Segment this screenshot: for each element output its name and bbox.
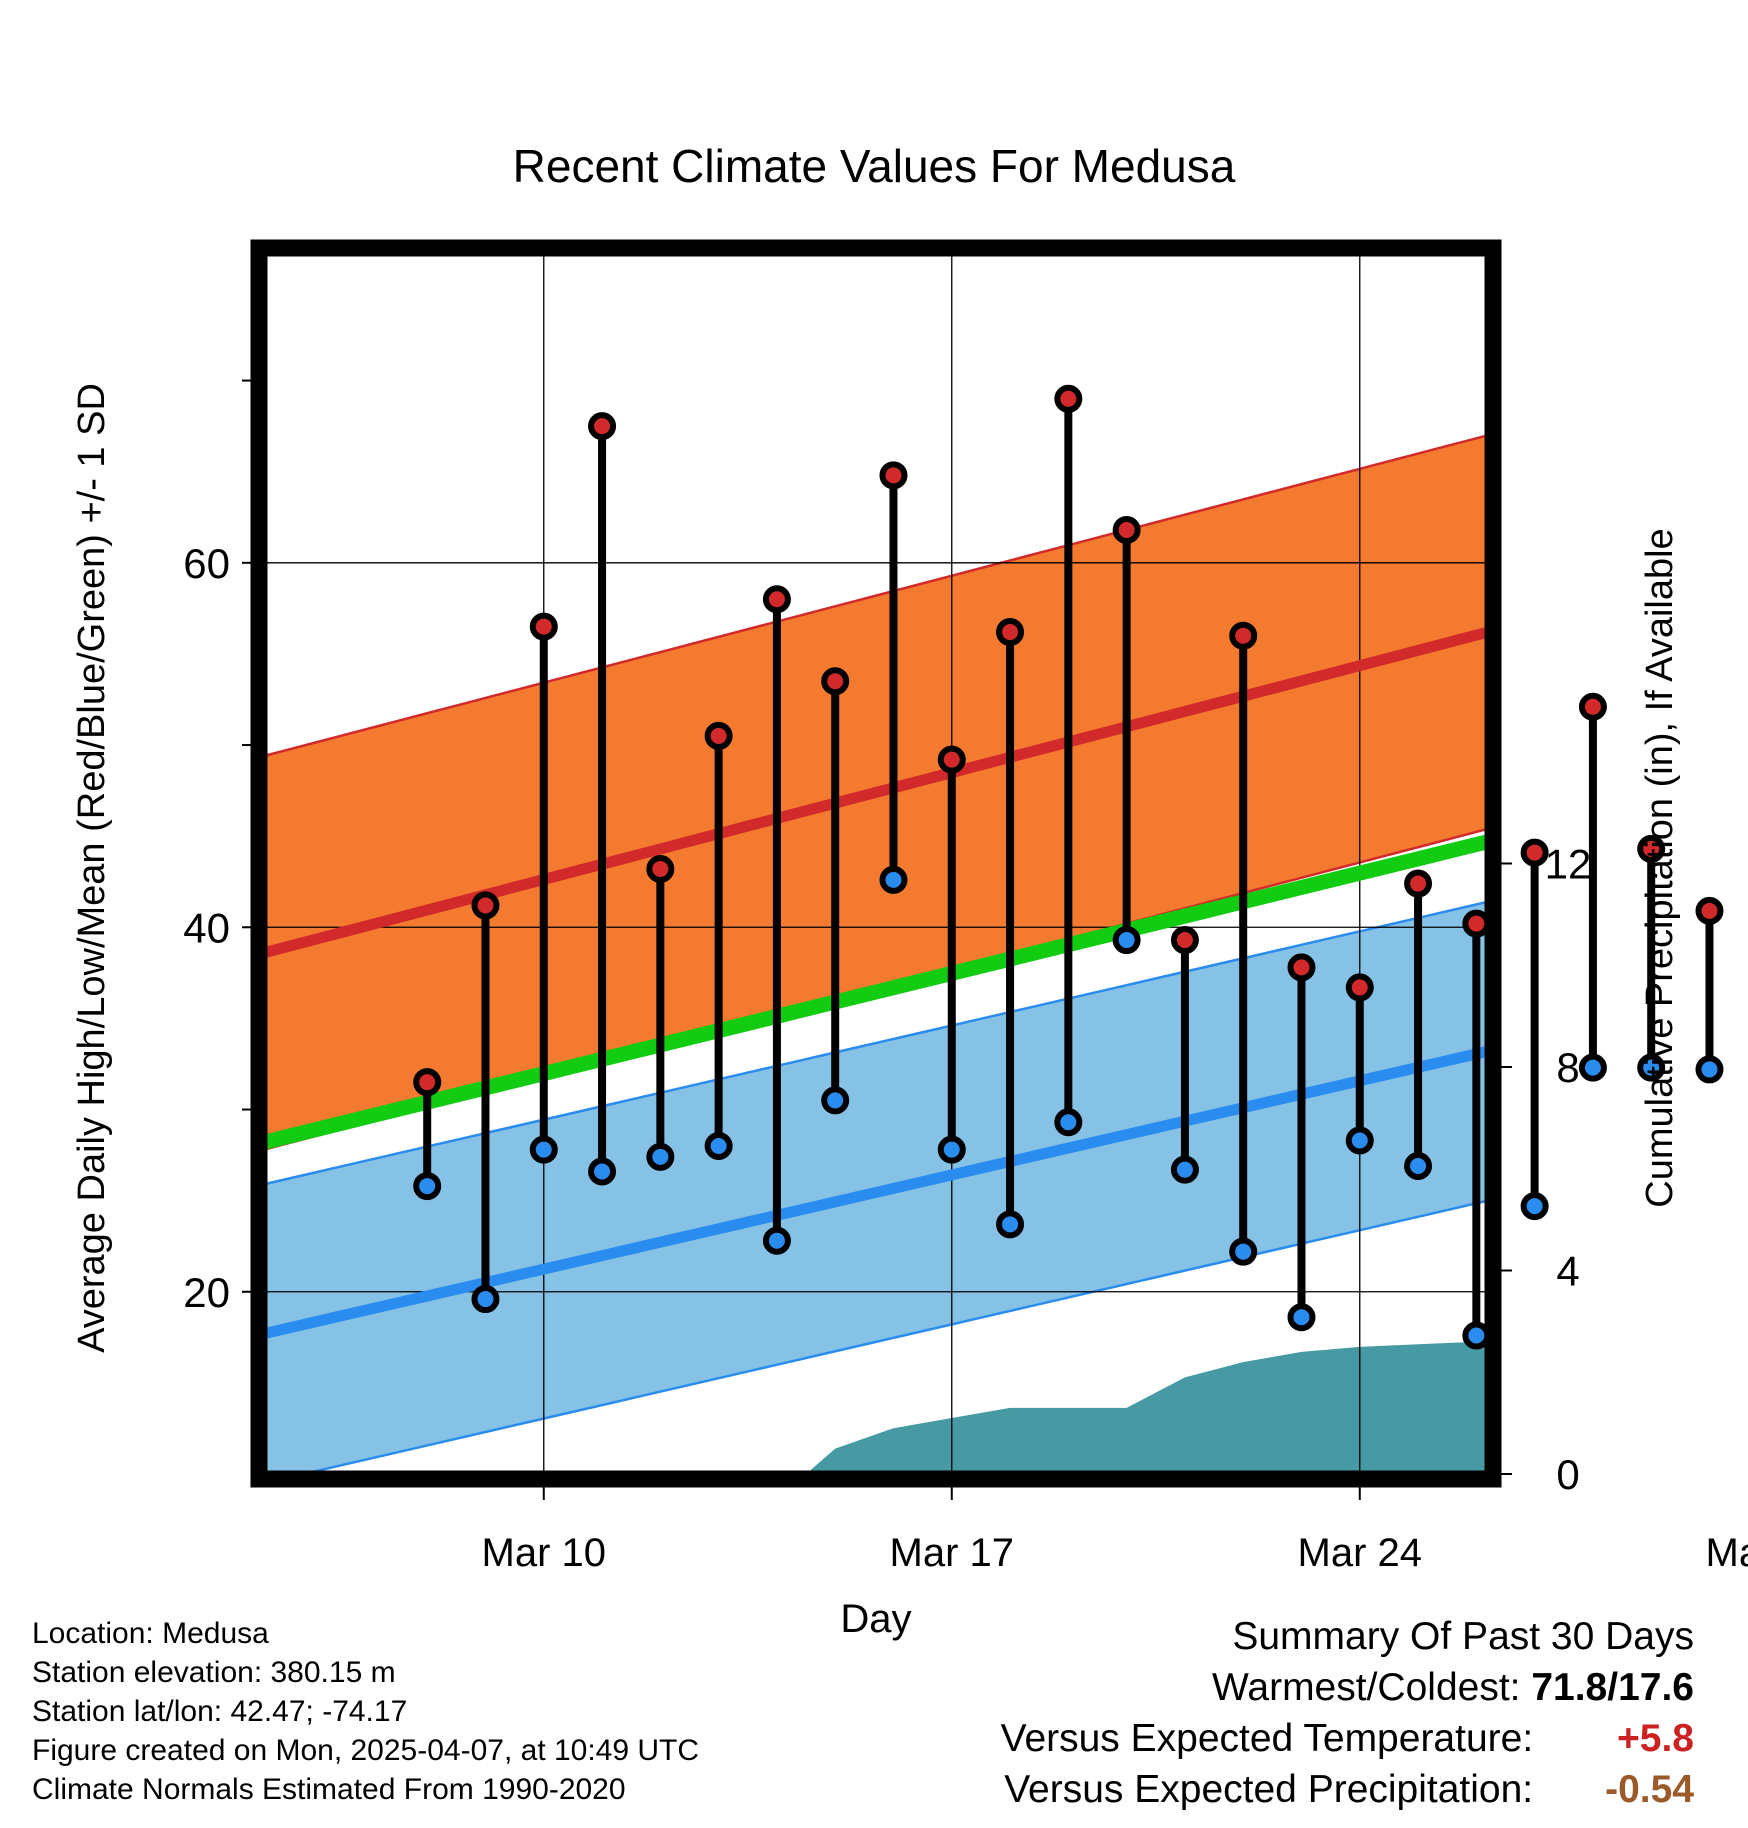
warmest-value: 71.8/17.6 xyxy=(1531,1666,1694,1709)
normals-text: Climate Normals Estimated From 1990-2020 xyxy=(32,1773,626,1806)
daily-low-point xyxy=(704,1131,733,1160)
daily-high-point xyxy=(1462,909,1491,938)
daily-high-point xyxy=(1345,973,1374,1002)
daily-low-point xyxy=(879,865,908,894)
daily-high-point xyxy=(821,667,850,696)
daily-low-point xyxy=(1578,1053,1607,1082)
location-text: Location: Medusa xyxy=(32,1617,269,1650)
daily-high-point xyxy=(1404,869,1433,898)
daily-low-point xyxy=(1112,926,1141,955)
x-tick-label: Mar 31 xyxy=(1706,1531,1748,1575)
daily-low-point xyxy=(588,1157,617,1186)
y2-tick-label: 12 xyxy=(1545,841,1592,888)
daily-low-point xyxy=(1462,1321,1491,1350)
temp-label: Versus Expected Temperature: xyxy=(1000,1717,1534,1760)
daily-high-point xyxy=(1695,896,1724,925)
daily-high-point xyxy=(471,891,500,920)
summary-warmest-row: Warmest/Coldest: 71.8/17.6 xyxy=(1001,1662,1694,1713)
daily-low-point xyxy=(1637,1053,1666,1082)
x-tick-label: Mar 24 xyxy=(1298,1531,1423,1575)
y2-axis-label: Cumulative Precipitation (in), If Availa… xyxy=(1639,528,1681,1207)
daily-high-point xyxy=(646,854,675,883)
daily-high-point xyxy=(879,461,908,490)
daily-low-point xyxy=(996,1210,1025,1239)
cumulative-precip-area xyxy=(806,1341,1488,1474)
daily-low-point xyxy=(1695,1055,1724,1084)
daily-low-point xyxy=(937,1135,966,1164)
daily-high-point xyxy=(762,585,791,614)
normal-low-line xyxy=(264,1045,1488,1340)
summary-panel: Summary Of Past 30 Days Warmest/Coldest:… xyxy=(1001,1611,1694,1815)
daily-high-point xyxy=(588,412,617,441)
daily-low-point xyxy=(529,1135,558,1164)
normal-mean-line xyxy=(264,834,1488,1150)
daily-high-point xyxy=(1287,953,1316,982)
daily-high-point xyxy=(1170,926,1199,955)
daily-high-point xyxy=(413,1068,442,1097)
daily-low-point xyxy=(762,1226,791,1255)
y-tick-label: 60 xyxy=(183,540,230,587)
temp-value: +5.8 xyxy=(1617,1717,1694,1760)
daily-low-point xyxy=(1345,1126,1374,1155)
y-tick-label: 20 xyxy=(183,1269,230,1316)
y2-tick-label: 8 xyxy=(1556,1044,1579,1091)
daily-low-point xyxy=(1054,1108,1083,1137)
daily-low-point xyxy=(821,1086,850,1115)
daily-high-point xyxy=(1520,838,1549,867)
chart-title: Recent Climate Values For Medusa xyxy=(513,140,1236,192)
daily-high-point xyxy=(1578,692,1607,721)
daily-low-point xyxy=(646,1142,675,1171)
summary-precip-row: Versus Expected Precipitation: -0.54 xyxy=(1001,1764,1694,1815)
daily-low-point xyxy=(413,1172,442,1201)
precip-value: -0.54 xyxy=(1605,1768,1694,1811)
station-info: Location: Medusa Station elevation: 380.… xyxy=(32,1614,699,1809)
daily-low-point xyxy=(1287,1303,1316,1332)
x-axis-label: Day xyxy=(840,1597,911,1641)
x-tick-label: Mar 10 xyxy=(482,1531,607,1575)
daily-high-point xyxy=(1229,621,1258,650)
daily-high-point xyxy=(704,721,733,750)
y-axis-label: Average Daily High/Low/Mean (Red/Blue/Gr… xyxy=(71,383,113,1353)
latlon-text: Station lat/lon: 42.47; -74.17 xyxy=(32,1695,408,1728)
daily-low-point xyxy=(471,1285,500,1314)
daily-high-point xyxy=(1637,834,1666,863)
summary-title: Summary Of Past 30 Days xyxy=(1232,1615,1694,1658)
daily-high-point xyxy=(937,745,966,774)
warmest-label: Warmest/Coldest: xyxy=(1212,1666,1521,1709)
elevation-text: Station elevation: 380.15 m xyxy=(32,1656,396,1689)
precip-label: Versus Expected Precipitation: xyxy=(1004,1768,1534,1811)
y2-tick-label: 4 xyxy=(1556,1248,1579,1295)
daily-high-point xyxy=(1054,384,1083,413)
plot-frame xyxy=(250,239,1502,1488)
daily-high-point xyxy=(996,618,1025,647)
created-text: Figure created on Mon, 2025-04-07, at 10… xyxy=(32,1734,700,1767)
y2-tick-label: 0 xyxy=(1556,1451,1579,1498)
summary-temp-row: Versus Expected Temperature: +5.8 xyxy=(1001,1713,1694,1764)
normal-high-line xyxy=(264,626,1488,959)
daily-low-point xyxy=(1404,1152,1433,1181)
daily-low-point xyxy=(1229,1237,1258,1266)
daily-low-point xyxy=(1520,1192,1549,1221)
daily-high-point xyxy=(529,612,558,641)
daily-low-point xyxy=(1170,1155,1199,1184)
daily-high-point xyxy=(1112,516,1141,545)
y-tick-label: 40 xyxy=(183,904,230,951)
x-tick-label: Mar 17 xyxy=(890,1531,1015,1575)
